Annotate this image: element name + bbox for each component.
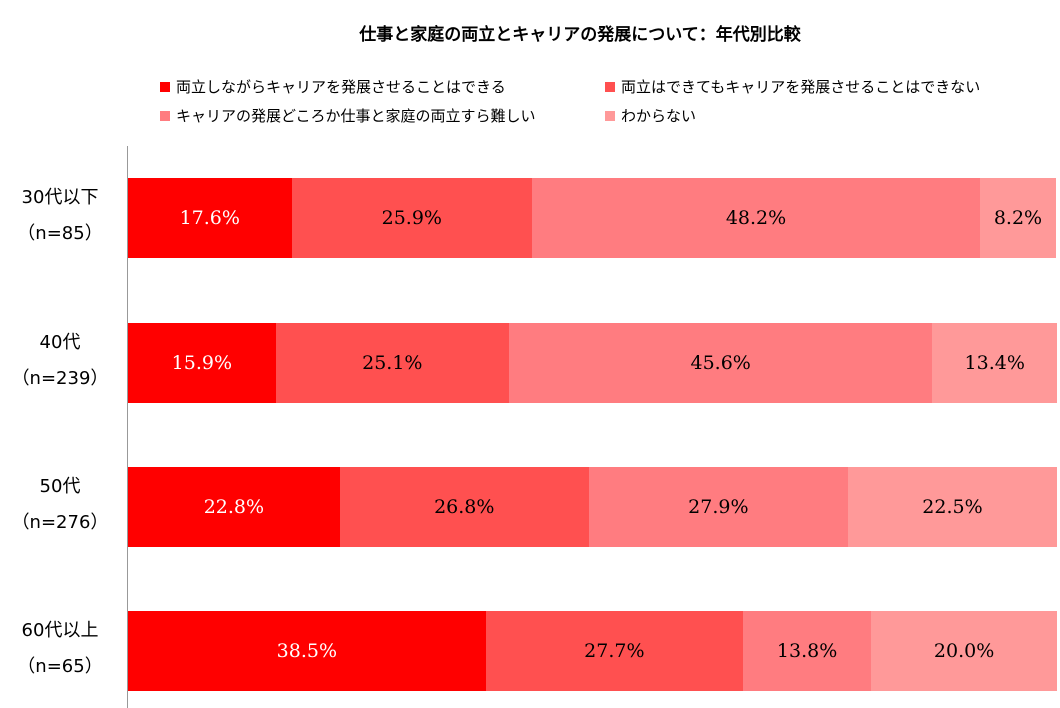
bar-row: 15.9% 25.1% 45.6% 13.4%	[128, 323, 1057, 403]
chart-title: 仕事と家庭の両立とキャリアの発展について：年代別比較	[359, 25, 801, 45]
category-sample-size: （n=85）	[17, 223, 103, 244]
bar-segment: 17.6%	[128, 178, 292, 258]
bar-segment: 15.9%	[128, 323, 276, 403]
data-label: 8.2%	[993, 207, 1043, 229]
data-label: 22.5%	[922, 496, 983, 518]
data-label: 17.6%	[179, 207, 240, 229]
legend-label: わからない	[621, 107, 697, 125]
data-label: 22.8%	[203, 496, 265, 518]
category-sample-size: （n=276）	[11, 512, 109, 533]
category-axis-line	[127, 146, 128, 708]
legend-item: 両立はできてもキャリアを発展させることはできない	[605, 76, 980, 97]
bar-segment: 8.2%	[979, 178, 1057, 258]
legend-swatch	[160, 110, 170, 121]
legend-swatch	[605, 81, 615, 92]
bar-segment: 25.9%	[291, 178, 533, 258]
bar-segment: 48.2%	[532, 178, 980, 258]
bar-row: 17.6% 25.9% 48.2% 8.2%	[128, 178, 1057, 258]
bar-segment: 27.7%	[485, 611, 743, 691]
legend-swatch	[605, 110, 615, 121]
legend-item: 両立しながらキャリアを発展させることはできる	[160, 76, 506, 97]
category-label: 50代	[39, 476, 81, 497]
legend-item: キャリアの発展どころか仕事と家庭の両立すら難しい	[160, 105, 536, 126]
bar-segment: 25.1%	[275, 323, 509, 403]
category-label: 40代	[39, 332, 81, 353]
category-sample-size: （n=65）	[17, 656, 103, 677]
bar-row: 38.5% 27.7% 13.8% 20.0%	[128, 611, 1057, 691]
category-label: 30代以下	[21, 187, 99, 208]
bar-segment: 27.9%	[588, 467, 848, 547]
legend-label: 両立しながらキャリアを発展させることはできる	[176, 78, 506, 96]
bar-segment: 13.4%	[932, 323, 1057, 403]
data-label: 45.6%	[690, 352, 751, 374]
bar-segment: 26.8%	[339, 467, 589, 547]
legend-label: 両立はできてもキャリアを発展させることはできない	[621, 78, 981, 96]
legend-swatch	[160, 81, 170, 92]
bar-segment: 38.5%	[128, 611, 486, 691]
data-label: 13.4%	[964, 352, 1025, 374]
category-sample-size: （n=239）	[11, 368, 109, 389]
data-label: 25.9%	[381, 207, 442, 229]
bar-segment: 20.0%	[871, 611, 1057, 691]
bar-segment: 13.8%	[742, 611, 872, 691]
data-label: 27.9%	[688, 496, 749, 518]
data-label: 20.0%	[933, 640, 995, 662]
category-label: 60代以上	[21, 620, 99, 641]
data-label: 27.7%	[584, 640, 645, 662]
data-label: 26.8%	[434, 496, 495, 518]
bar-row: 22.8% 26.8% 27.9% 22.5%	[128, 467, 1057, 547]
legend-label: キャリアの発展どころか仕事と家庭の両立すら難しい	[176, 107, 536, 125]
data-label: 25.1%	[362, 352, 423, 374]
data-label: 38.5%	[276, 640, 337, 662]
legend-item: わからない	[605, 105, 696, 126]
data-label: 13.8%	[776, 640, 838, 662]
bar-segment: 45.6%	[508, 323, 933, 403]
data-label: 15.9%	[171, 352, 233, 374]
bar-segment: 22.5%	[847, 467, 1057, 547]
bar-segment: 22.8%	[128, 467, 340, 547]
data-label: 48.2%	[725, 207, 787, 229]
